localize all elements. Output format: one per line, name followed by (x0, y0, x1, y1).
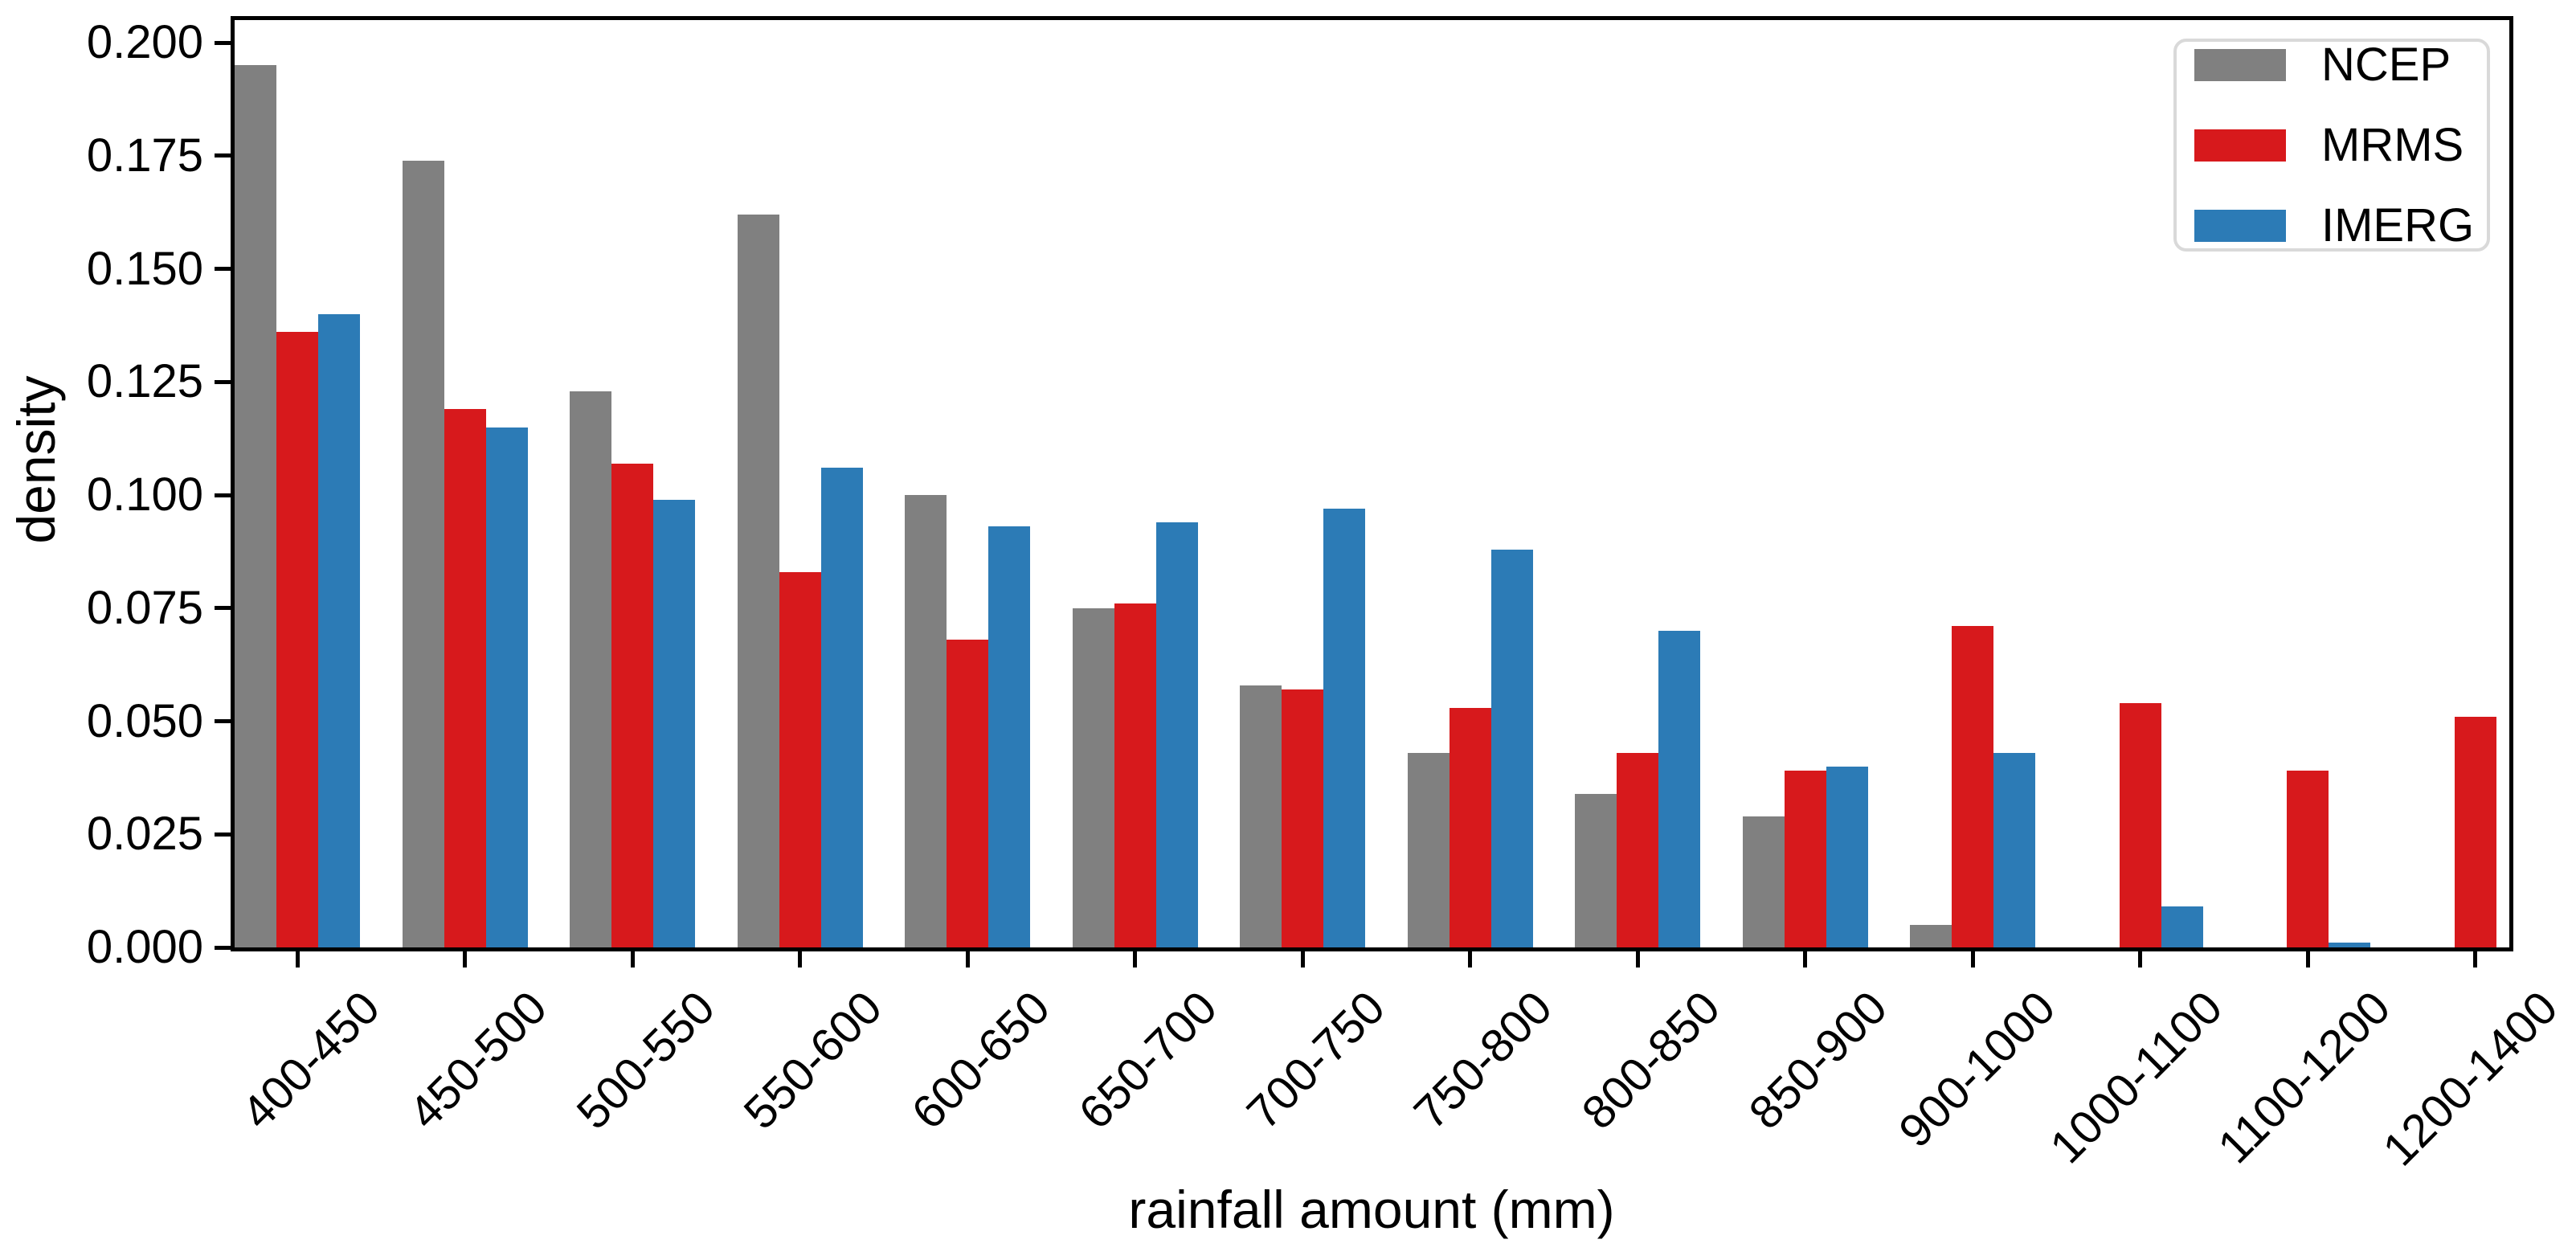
y-tick-label-0.150: 0.150 (86, 243, 203, 295)
bar-imerg-1100-1200 (2329, 943, 2370, 947)
y-tick-0.200 (215, 41, 231, 45)
x-tick-label-750-800: 750-800 (1404, 981, 1563, 1139)
plot-area (231, 16, 2513, 951)
y-axis-title-text: density (6, 375, 66, 544)
bar-ncep-750-800 (1408, 753, 1450, 947)
y-tick-label-0.200: 0.200 (86, 16, 203, 68)
y-tick-0.000 (215, 946, 231, 950)
legend-label-imerg: IMERG (2321, 198, 2475, 252)
legend-item-imerg: IMERG (2194, 202, 2487, 249)
bar-ncep-450-500 (403, 161, 444, 947)
bar-imerg-800-850 (1658, 631, 1700, 947)
bar-ncep-700-750 (1240, 685, 1282, 947)
bar-mrms-550-600 (779, 572, 821, 947)
x-axis-title: rainfall amount (mm) (1128, 1180, 1615, 1239)
x-tick-1200-1400 (2473, 951, 2477, 968)
legend-label-mrms: MRMS (2321, 118, 2464, 171)
bar-imerg-700-750 (1323, 509, 1365, 947)
bar-mrms-1100-1200 (2287, 771, 2329, 947)
y-tick-0.025 (215, 832, 231, 837)
x-tick-label-1200-1400: 1200-1400 (2373, 981, 2568, 1176)
bar-ncep-800-850 (1575, 794, 1617, 947)
bar-imerg-500-550 (653, 500, 695, 947)
x-tick-700-750 (1301, 951, 1305, 968)
x-tick-750-800 (1468, 951, 1472, 968)
x-tick-label-600-650: 600-650 (902, 981, 1061, 1139)
y-tick-label-0.050: 0.050 (86, 695, 203, 747)
bar-mrms-600-650 (947, 640, 988, 947)
y-tick-label-0.025: 0.025 (86, 808, 203, 860)
x-tick-label-400-450: 400-450 (231, 981, 390, 1139)
bar-ncep-900-1000 (1910, 925, 1952, 947)
legend-label-ncep: NCEP (2321, 38, 2451, 91)
bar-mrms-750-800 (1450, 708, 1491, 947)
bar-imerg-1000-1100 (2161, 906, 2203, 947)
x-tick-label-500-550: 500-550 (566, 981, 726, 1139)
bar-mrms-1000-1100 (2120, 703, 2161, 947)
bar-mrms-650-700 (1114, 603, 1156, 947)
x-tick-label-850-900: 850-900 (1739, 981, 1898, 1139)
x-tick-800-850 (1636, 951, 1640, 968)
x-tick-1100-1200 (2306, 951, 2310, 968)
legend-swatch-imerg (2194, 209, 2286, 242)
y-tick-0.125 (215, 380, 231, 384)
legend-item-ncep: NCEP (2194, 38, 2487, 91)
bar-imerg-600-650 (988, 526, 1030, 947)
y-tick-label-0.000: 0.000 (86, 921, 203, 973)
x-tick-label-700-750: 700-750 (1237, 981, 1396, 1139)
x-tick-600-650 (966, 951, 970, 968)
bar-mrms-900-1000 (1952, 626, 1993, 947)
x-tick-label-650-700: 650-700 (1069, 981, 1228, 1139)
x-tick-900-1000 (1971, 951, 1975, 968)
x-tick-label-1000-1100: 1000-1100 (2040, 981, 2233, 1174)
x-tick-500-550 (631, 951, 635, 968)
bar-imerg-650-700 (1156, 522, 1198, 947)
bar-imerg-900-1000 (1993, 753, 2035, 947)
x-tick-label-1100-1200: 1100-1200 (2208, 981, 2401, 1174)
y-tick-0.150 (215, 267, 231, 271)
bar-ncep-850-900 (1743, 816, 1785, 947)
legend: NCEP MRMS IMERG (2173, 39, 2490, 252)
bar-ncep-500-550 (570, 391, 611, 947)
bar-imerg-400-450 (318, 314, 360, 947)
bar-mrms-400-450 (276, 332, 318, 947)
x-tick-650-700 (1133, 951, 1137, 968)
y-tick-0.175 (215, 153, 231, 158)
legend-item-mrms: MRMS (2194, 118, 2487, 171)
x-tick-850-900 (1803, 951, 1807, 968)
y-tick-label-0.075: 0.075 (86, 582, 203, 634)
x-tick-label-900-1000: 900-1000 (1888, 981, 2066, 1158)
x-tick-550-600 (798, 951, 802, 968)
legend-swatch-mrms (2194, 129, 2286, 162)
bar-imerg-750-800 (1491, 550, 1533, 947)
x-tick-1000-1100 (2138, 951, 2142, 968)
bar-ncep-650-700 (1073, 608, 1114, 947)
bar-mrms-850-900 (1785, 771, 1826, 947)
bar-imerg-450-500 (486, 428, 528, 947)
x-tick-label-450-500: 450-500 (399, 981, 558, 1139)
y-tick-0.050 (215, 719, 231, 723)
y-tick-label-0.125: 0.125 (86, 355, 203, 407)
bar-imerg-850-900 (1826, 767, 1868, 947)
bar-mrms-700-750 (1282, 689, 1323, 947)
y-tick-label-0.175: 0.175 (86, 129, 203, 182)
bar-ncep-550-600 (738, 215, 779, 947)
y-tick-label-0.100: 0.100 (86, 468, 203, 521)
x-tick-400-450 (296, 951, 300, 968)
bar-ncep-600-650 (905, 495, 947, 947)
x-tick-label-800-850: 800-850 (1572, 981, 1731, 1139)
bar-imerg-550-600 (821, 468, 863, 947)
bar-mrms-500-550 (611, 464, 653, 947)
bar-ncep-400-450 (235, 65, 276, 947)
bar-mrms-800-850 (1617, 753, 1658, 947)
x-tick-450-500 (463, 951, 467, 968)
x-tick-label-550-600: 550-600 (734, 981, 893, 1139)
legend-swatch-ncep (2194, 48, 2286, 81)
y-tick-0.075 (215, 606, 231, 610)
bar-mrms-1200-1400 (2455, 717, 2496, 947)
bar-mrms-450-500 (444, 409, 486, 947)
y-tick-0.100 (215, 493, 231, 497)
